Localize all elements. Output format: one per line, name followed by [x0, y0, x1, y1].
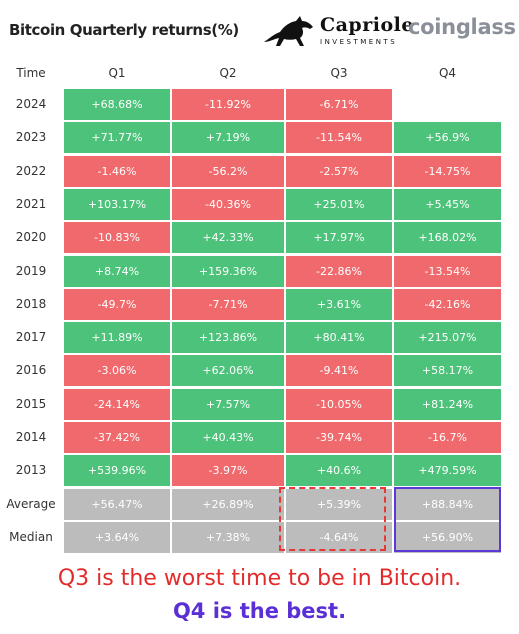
return-cell: -3.97%: [172, 455, 284, 487]
row-label-2014: 2014: [15, 430, 47, 444]
return-cell: -7.71%: [172, 288, 284, 320]
return-cell: +3.64%: [64, 521, 170, 553]
horse-icon: [264, 16, 313, 46]
return-cell: -6.71%: [286, 89, 392, 120]
return-cell: +81.24%: [394, 388, 501, 420]
return-cell: +25.01%: [286, 188, 392, 220]
return-cell: -11.92%: [172, 89, 284, 120]
brand-subtitle: INVESTMENTS: [320, 38, 398, 46]
return-cell: +123.86%: [172, 322, 284, 354]
return-cell: +215.07%: [394, 322, 501, 354]
return-cell: -10.83%: [64, 222, 170, 254]
row-label-average: Average: [6, 496, 56, 511]
return-cell: -13.54%: [394, 255, 501, 287]
return-cell: -49.7%: [64, 288, 170, 320]
capriole-logo: Capriole INVESTMENTS: [262, 10, 413, 52]
row-label-2013: 2013: [15, 463, 47, 478]
return-cell: +88.84%: [394, 488, 501, 520]
best-quarter-highlight: [394, 487, 501, 552]
return-cell: -22.86%: [286, 255, 392, 287]
column-header-q4: Q4: [438, 66, 457, 80]
return-cell: -2.57%: [286, 155, 392, 187]
return-cell: +3.61%: [286, 288, 392, 320]
column-header-q3: Q3: [330, 66, 348, 80]
return-cell: +7.19%: [172, 122, 284, 154]
worst-quarter-note: Q3 is the worst time to be in Bitcoin.: [57, 566, 462, 591]
return-cell: -24.14%: [64, 388, 170, 420]
return-cell: +42.33%: [172, 222, 284, 254]
row-label-2016: 2016: [15, 363, 47, 378]
return-cell: +56.47%: [64, 488, 170, 520]
return-cell: -4.64%: [286, 521, 392, 553]
return-cell: +71.77%: [64, 122, 170, 154]
return-cell: +56.9%: [394, 122, 501, 154]
row-label-2018: 2018: [15, 296, 47, 311]
return-cell: +11.89%: [64, 322, 170, 354]
return-cell: -39.74%: [286, 422, 392, 453]
return-cell: -1.46%: [64, 155, 170, 187]
row-label-2023: 2023: [15, 130, 47, 145]
return-cell: +7.57%: [172, 388, 284, 420]
return-cell: +40.43%: [172, 422, 284, 453]
return-cell: +8.74%: [64, 255, 170, 287]
return-cell: +168.02%: [394, 222, 501, 254]
row-label-2020: 2020: [15, 230, 47, 245]
chart-title: Bitcoin Quarterly returns(%): [9, 21, 239, 39]
return-cell: -9.41%: [286, 355, 392, 387]
row-label-2021: 2021: [15, 196, 47, 211]
return-cell: +40.6%: [286, 455, 392, 487]
return-cell: -11.54%: [286, 122, 392, 154]
return-cell: -3.06%: [64, 355, 170, 387]
column-header-time: Time: [16, 66, 46, 80]
return-cell: -40.36%: [172, 188, 284, 220]
return-cell: +5.45%: [394, 188, 501, 220]
return-cell: -16.7%: [394, 422, 501, 453]
brand-name: Capriole: [320, 14, 414, 36]
row-label-2015: 2015: [15, 396, 47, 411]
return-cell: +5.39%: [286, 488, 392, 520]
return-cell: -37.42%: [64, 422, 170, 453]
return-cell: +62.06%: [172, 355, 284, 387]
best-quarter-note: Q4 is the best.: [172, 599, 347, 623]
column-header-q1: Q1: [108, 66, 126, 80]
return-cell: +56.90%: [394, 521, 501, 553]
return-cell: +80.41%: [286, 322, 392, 354]
return-cell: -10.05%: [286, 388, 392, 420]
worst-quarter-highlight: [279, 487, 386, 551]
coinglass-logo: coinglass: [408, 15, 516, 39]
return-cell: -14.75%: [394, 155, 501, 187]
return-cell: +17.97%: [286, 222, 392, 254]
return-cell: -42.16%: [394, 288, 501, 320]
header-row: Time Q1 Q2 Q3 Q4: [0, 58, 519, 88]
return-cell: +7.38%: [172, 521, 284, 553]
row-label-2017: 2017: [15, 330, 47, 345]
return-cell: +479.59%: [394, 455, 501, 487]
return-cell: +58.17%: [394, 355, 501, 387]
return-cell: +68.68%: [64, 89, 170, 120]
return-cell: [394, 89, 501, 120]
return-cell: +159.36%: [172, 255, 284, 287]
row-label-2022: 2022: [15, 163, 47, 178]
row-label-2024: 2024: [15, 97, 47, 111]
return-cell: +26.89%: [172, 488, 284, 520]
row-label-median: Median: [9, 529, 53, 544]
return-cell: +103.17%: [64, 188, 170, 220]
column-header-q2: Q2: [219, 66, 237, 80]
row-label-2019: 2019: [15, 263, 47, 278]
return-cell: +539.96%: [64, 455, 170, 487]
return-cell: -56.2%: [172, 155, 284, 187]
